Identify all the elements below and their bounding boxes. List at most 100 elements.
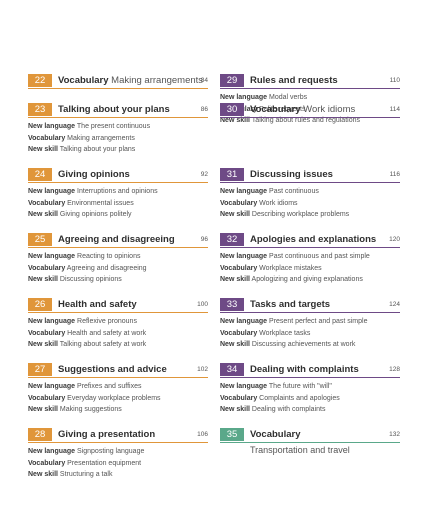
unit-title-text: Health and safety: [58, 299, 137, 310]
detail-line: New skill Discussing opinions: [28, 274, 208, 286]
unit-entry-33[interactable]: 33 Tasks and targets 124 New language Prese…: [220, 298, 400, 351]
detail-label: New skill: [220, 406, 250, 413]
unit-entry-34[interactable]: 34 Dealing with complaints 128 New language…: [220, 363, 400, 416]
detail-label: New language: [220, 318, 268, 325]
unit-header: 24 Giving opinions 92: [28, 168, 208, 183]
detail-label: New skill: [220, 341, 250, 348]
unit-entry-23[interactable]: 23 Talking about your plans 86 New language…: [28, 103, 208, 156]
unit-title: Talking about your plans: [58, 103, 170, 116]
unit-entry-28[interactable]: 28 Giving a presentation 106 New language S…: [28, 428, 208, 481]
unit-entry-27[interactable]: 27 Suggestions and advice 102 New language …: [28, 363, 208, 416]
unit-title-text: Vocabulary: [250, 429, 301, 440]
unit-header: 26 Health and safety 100: [28, 298, 208, 313]
detail-text: Making suggestions: [59, 406, 122, 413]
unit-details: New language Reflexive pronouns Vocabular…: [28, 316, 208, 351]
detail-label: New skill: [28, 211, 58, 218]
unit-details: New language The future with "will" Vocab…: [220, 381, 400, 416]
unit-number: 23: [28, 103, 52, 116]
unit-number: 24: [28, 168, 52, 181]
unit-header: 25 Agreeing and disagreeing 96: [28, 233, 208, 248]
detail-line: New language Past continuous and past si…: [220, 251, 400, 263]
detail-label: New language: [28, 253, 76, 260]
detail-text: Interruptions and opinions: [77, 188, 158, 195]
detail-text: Prefixes and suffixes: [77, 383, 142, 390]
unit-entry-22[interactable]: 22 Vocabulary Making arrangements 84: [28, 74, 208, 89]
detail-line: New skill Talking about your plans: [28, 144, 208, 156]
detail-text: Environmental issues: [67, 199, 134, 207]
detail-text: Polite requests: [259, 105, 306, 113]
detail-line: New language Signposting language: [28, 446, 208, 458]
unit-number: 32: [220, 233, 244, 246]
page-number: 102: [197, 366, 208, 373]
unit-title: Vocabulary Work idioms: [250, 103, 355, 116]
unit-details: New language Signposting language Vocabul…: [28, 446, 208, 481]
unit-title: Agreeing and disagreeing: [58, 233, 175, 246]
detail-text: Present perfect and past simple: [269, 318, 368, 325]
unit-number: 31: [220, 168, 244, 181]
detail-line: Vocabulary Environmental issues: [28, 198, 208, 210]
detail-label: New skill: [220, 276, 250, 283]
unit-title-text: Agreeing and disagreeing: [58, 234, 175, 245]
detail-line: Vocabulary Workplace tasks: [220, 328, 400, 340]
detail-line: New language Interruptions and opinions: [28, 186, 208, 198]
detail-label: New skill: [28, 341, 58, 348]
detail-label: New language: [28, 123, 76, 130]
detail-text: Reacting to opinions: [77, 253, 141, 260]
unit-entry-26[interactable]: 26 Health and safety 100 New language Refle…: [28, 298, 208, 351]
page-number: 106: [197, 431, 208, 438]
page-number: 120: [389, 236, 400, 243]
detail-line: New language Past continuous: [220, 186, 400, 198]
unit-number: 27: [28, 363, 52, 376]
unit-entry-32[interactable]: 32 Apologies and explanations 120 New langu…: [220, 233, 400, 286]
detail-label: New skill: [28, 146, 58, 153]
unit-number: 22: [28, 74, 52, 87]
unit-title-text: Vocabulary: [250, 104, 301, 115]
unit-details: New language Prefixes and suffixes Vocabu…: [28, 381, 208, 416]
unit-entry-29[interactable]: 29 Rules and requests 110 New language Moda…: [220, 74, 400, 127]
unit-header: 35 Vocabulary 132: [220, 428, 400, 443]
page-number: 92: [200, 171, 208, 178]
page-number: 86: [200, 106, 208, 113]
detail-text: Workplace tasks: [259, 329, 311, 337]
page-number: 96: [200, 236, 208, 243]
unit-number: 26: [28, 298, 52, 311]
detail-label: New skill: [28, 471, 58, 478]
detail-text: Signposting language: [77, 448, 145, 455]
unit-entry-30[interactable]: 30 Vocabulary Work idioms 114: [220, 103, 400, 118]
unit-title-text: Dealing with complaints: [250, 364, 359, 375]
page-number: 132: [389, 431, 400, 438]
unit-entry-35[interactable]: 35 Vocabulary 132 Transportation and travel: [220, 428, 400, 456]
detail-label: New language: [28, 188, 76, 195]
detail-text: Talking about your plans: [59, 146, 136, 153]
unit-title: Health and safety: [58, 298, 137, 311]
unit-title-text: Talking about your plans: [58, 104, 170, 115]
unit-details: New language The present continuous Vocab…: [28, 121, 208, 156]
unit-title-text: Rules and requests: [250, 75, 338, 86]
detail-line: Vocabulary Work idioms: [220, 198, 400, 210]
unit-entry-25[interactable]: 25 Agreeing and disagreeing 96 New language…: [28, 233, 208, 286]
detail-text: Talking about rules and regulations: [251, 117, 360, 124]
detail-line: New language The future with "will": [220, 381, 400, 393]
unit-details: New language Past continuous and past si…: [220, 251, 400, 286]
detail-text: Workplace mistakes: [259, 264, 322, 272]
detail-line: Vocabulary Making arrangements: [28, 133, 208, 145]
detail-text: Presentation equipment: [67, 459, 142, 467]
unit-entry-31[interactable]: 31 Discussing issues 116 New language Past …: [220, 168, 400, 221]
detail-line: New skill Talking about rules and regula…: [220, 115, 400, 127]
unit-title: Apologies and explanations: [250, 233, 376, 246]
unit-title: Rules and requests: [250, 74, 338, 87]
detail-label: Vocabulary: [28, 394, 66, 402]
detail-text: Discussing achievements at work: [251, 341, 356, 348]
unit-title-text: Suggestions and advice: [58, 364, 167, 375]
detail-text: The present continuous: [76, 123, 151, 130]
unit-entry-24[interactable]: 24 Giving opinions 92 New language Interrup…: [28, 168, 208, 221]
unit-title: Discussing issues: [250, 168, 333, 181]
page-number: 84: [200, 77, 208, 84]
detail-line: Vocabulary Presentation equipment: [28, 458, 208, 470]
detail-text: Reflexive pronouns: [77, 318, 137, 325]
detail-line: New skill Describing workplace problems: [220, 209, 400, 221]
unit-number: 35: [220, 428, 244, 441]
unit-header: 27 Suggestions and advice 102: [28, 363, 208, 378]
detail-text: Discussing opinions: [59, 276, 122, 283]
detail-label: Vocabulary: [220, 394, 258, 402]
